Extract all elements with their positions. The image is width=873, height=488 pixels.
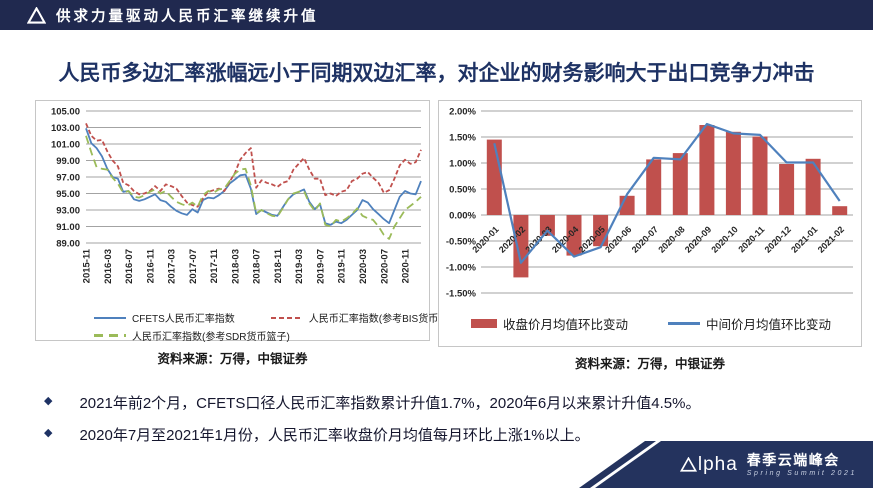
svg-text:93.00: 93.00 [56,206,80,217]
svg-text:2019-03: 2019-03 [294,249,305,284]
svg-text:2020-11: 2020-11 [736,224,766,254]
svg-text:2020-08: 2020-08 [656,224,686,254]
svg-text:95.00: 95.00 [56,189,80,200]
source-note-left: 资料来源：万得，中银证券 [157,352,308,366]
alpha-logo: lpha [679,454,738,475]
svg-text:2017-11: 2017-11 [209,248,220,283]
bullet-text: 2020年7月至2021年1月份，人民币汇率收盘价月均值每月环比上涨1%以上。 [79,427,590,444]
svg-text:2018-11: 2018-11 [273,248,284,283]
svg-text:2016-11: 2016-11 [145,248,156,283]
event-title-block: 春季云端峰会 Spring Summit 2021 [747,452,857,477]
red-bar-swatch [470,319,497,328]
source-note-right: 资料来源：万得，中银证券 [574,357,725,371]
legend-item-central-parity: 中间价月均值环比变动 [668,314,831,333]
svg-text:0.00%: 0.00% [449,211,476,222]
bullet-point-1: ◆ 2021年前2个月，CFETS口径人民币汇率指数累计升值1.7%，2020年… [44,392,700,413]
bullet-text: 2021年前2个月，CFETS口径人民币汇率指数累计升值1.7%，2020年6月… [79,395,701,412]
mom-change-chart-panel: 2.00% 1.50% 1.00% 0.50% 0.00% -0.50% -1.00% -1.… [438,100,862,347]
legend-item-close-price: 收盘价月均值环比变动 [470,314,628,333]
svg-text:-1.50%: -1.50% [446,289,477,300]
svg-text:2020-09: 2020-09 [683,224,713,254]
blue-line-swatch [94,316,126,319]
svg-text:2019-11: 2019-11 [337,248,348,283]
legend-label: 中间价月均值环比变动 [706,318,832,332]
svg-text:-1.00%: -1.00% [446,263,477,274]
svg-text:2020-10: 2020-10 [709,224,739,254]
legend-label: 人民币汇率指数(参考SDR货币篮子) [132,332,290,343]
alpha-triangle-icon [679,457,697,472]
svg-text:2019-07: 2019-07 [316,249,327,284]
page-title: 人民币多边汇率涨幅远小于同期双边汇率，对企业的财务影响大于出口竞争力冲击 [58,62,815,85]
red-dash-swatch [270,316,303,319]
svg-text:-0.50%: -0.50% [446,237,477,248]
svg-text:99.00: 99.00 [56,156,80,167]
blue-line-swatch [668,322,700,325]
svg-text:1.00%: 1.00% [449,159,476,170]
svg-text:2016-07: 2016-07 [124,249,135,284]
svg-text:0.50%: 0.50% [449,185,476,196]
svg-text:2020-07: 2020-07 [630,224,660,254]
legend-label: 收盘价月均值环比变动 [502,318,628,332]
legend-item-bis: 人民币汇率指数(参考BIS货币篮子) [270,310,462,325]
svg-text:103.00: 103.00 [51,123,80,134]
svg-text:2.00%: 2.00% [449,107,476,118]
alpha-wordmark-rest: lpha [697,454,738,475]
svg-text:2021-02: 2021-02 [816,224,846,254]
mom-chart-legend: 收盘价月均值环比变动 中间价月均值环比变动 [441,314,861,333]
svg-text:91.00: 91.00 [56,222,80,233]
legend-item-cfets: CFETS人民币汇率指数 [94,310,235,325]
svg-text:1.50%: 1.50% [449,133,476,144]
bullet-point-2: ◆ 2020年7月至2021年1月份，人民币汇率收盘价月均值每月环比上涨1%以上… [44,424,590,445]
event-name: 春季云端峰会 [746,451,840,468]
cfets-index-chart-plot: 105.00 103.00 101.00 99.00 97.00 95.00 93.00 91… [51,107,422,284]
legend-label: CFETS人民币汇率指数 [132,314,235,325]
svg-text:89.00: 89.00 [56,239,80,250]
green-dash-swatch [94,334,126,337]
svg-text:2021-01: 2021-01 [789,224,819,254]
svg-text:2017-03: 2017-03 [167,249,178,284]
legend-label: 人民币汇率指数(参考BIS货币篮子) [308,314,462,325]
diamond-bullet-icon: ◆ [44,427,53,439]
svg-text:2018-03: 2018-03 [230,249,241,284]
svg-text:2015-11: 2015-11 [82,248,93,283]
svg-text:2017-07: 2017-07 [188,249,199,284]
svg-text:2020-12: 2020-12 [763,224,793,254]
svg-text:97.00: 97.00 [56,173,80,184]
svg-text:105.00: 105.00 [51,107,80,118]
footer-banner: lpha 春季云端峰会 Spring Summit 2021 [573,441,873,488]
slide-section-title: 供求力量驱动人民币汇率继续升值 [56,8,319,25]
svg-text:2018-07: 2018-07 [252,249,263,284]
cfets-chart-legend: CFETS人民币汇率指数 人民币汇率指数(参考BIS货币篮子) 人民币汇率指数(… [38,310,462,343]
svg-text:101.00: 101.00 [51,140,80,151]
svg-text:2020-03: 2020-03 [358,249,369,284]
alpha-triangle-icon [27,6,46,24]
top-bar: 供求力量驱动人民币汇率继续升值 [0,0,873,30]
svg-text:2020-07: 2020-07 [379,249,390,284]
legend-item-sdr: 人民币汇率指数(参考SDR货币篮子) [94,328,290,343]
cfets-index-chart-panel: 105.00 103.00 101.00 99.00 97.00 95.00 93.00 91… [35,100,462,343]
event-subtitle: Spring Summit 2021 [746,470,857,478]
mom-change-chart-plot: 2.00% 1.50% 1.00% 0.50% 0.00% -0.50% -1.00% -1.… [446,107,853,300]
svg-text:2020-11: 2020-11 [401,248,412,283]
diamond-bullet-icon: ◆ [44,395,53,407]
svg-text:2016-03: 2016-03 [103,249,114,284]
